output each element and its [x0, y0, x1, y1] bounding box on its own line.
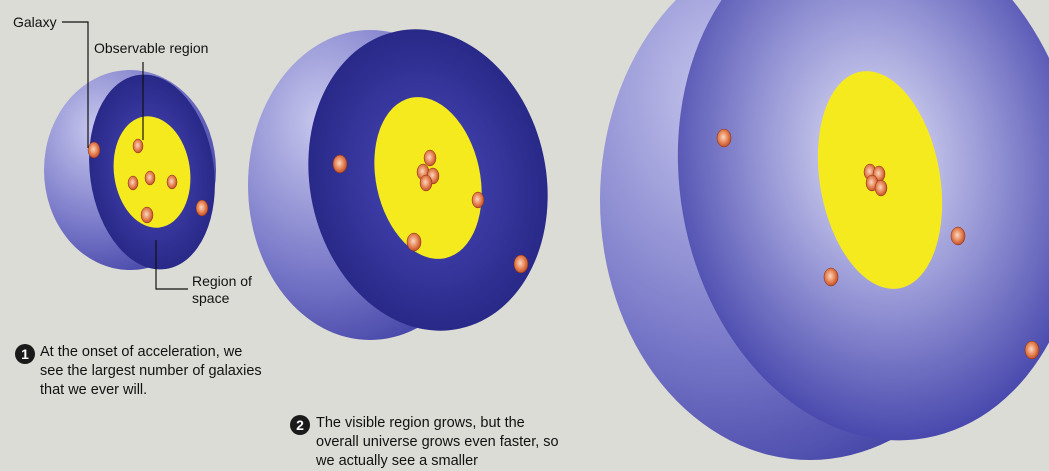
region-of-space-label: Region of space — [192, 273, 252, 306]
galaxies — [716, 128, 1040, 360]
galaxy — [144, 170, 156, 186]
galaxy — [423, 149, 437, 167]
galaxy — [513, 254, 529, 274]
galaxy — [874, 179, 888, 197]
galaxy — [419, 174, 433, 192]
galaxy — [127, 175, 139, 191]
galaxy — [87, 141, 101, 159]
galaxy — [406, 232, 422, 252]
galaxy — [195, 199, 209, 217]
galaxy-label: Galaxy — [13, 14, 57, 30]
galaxy — [1024, 340, 1040, 360]
universe-stage-3 — [600, 0, 1049, 460]
universe-stage-1 — [44, 21, 216, 290]
step-1-number: 1 — [15, 344, 35, 364]
galaxy — [823, 267, 839, 287]
leader-galaxy — [62, 21, 89, 148]
galaxy — [950, 226, 966, 246]
observable-region-label: Observable region — [94, 40, 209, 56]
galaxy — [166, 174, 178, 190]
step-1-text: At the onset of acceleration, we see the… — [40, 344, 262, 398]
leader-region — [155, 240, 188, 290]
galaxy — [140, 206, 154, 224]
galaxy — [716, 128, 732, 148]
galaxy — [132, 138, 144, 154]
universe-stage-2 — [248, 29, 548, 340]
galaxies — [87, 138, 209, 224]
galaxy — [471, 191, 485, 209]
galaxy — [332, 154, 348, 174]
galaxies — [332, 149, 529, 274]
step-2-number: 2 — [290, 415, 310, 435]
step-2-text: The visible region grows, but the overal… — [316, 415, 559, 469]
